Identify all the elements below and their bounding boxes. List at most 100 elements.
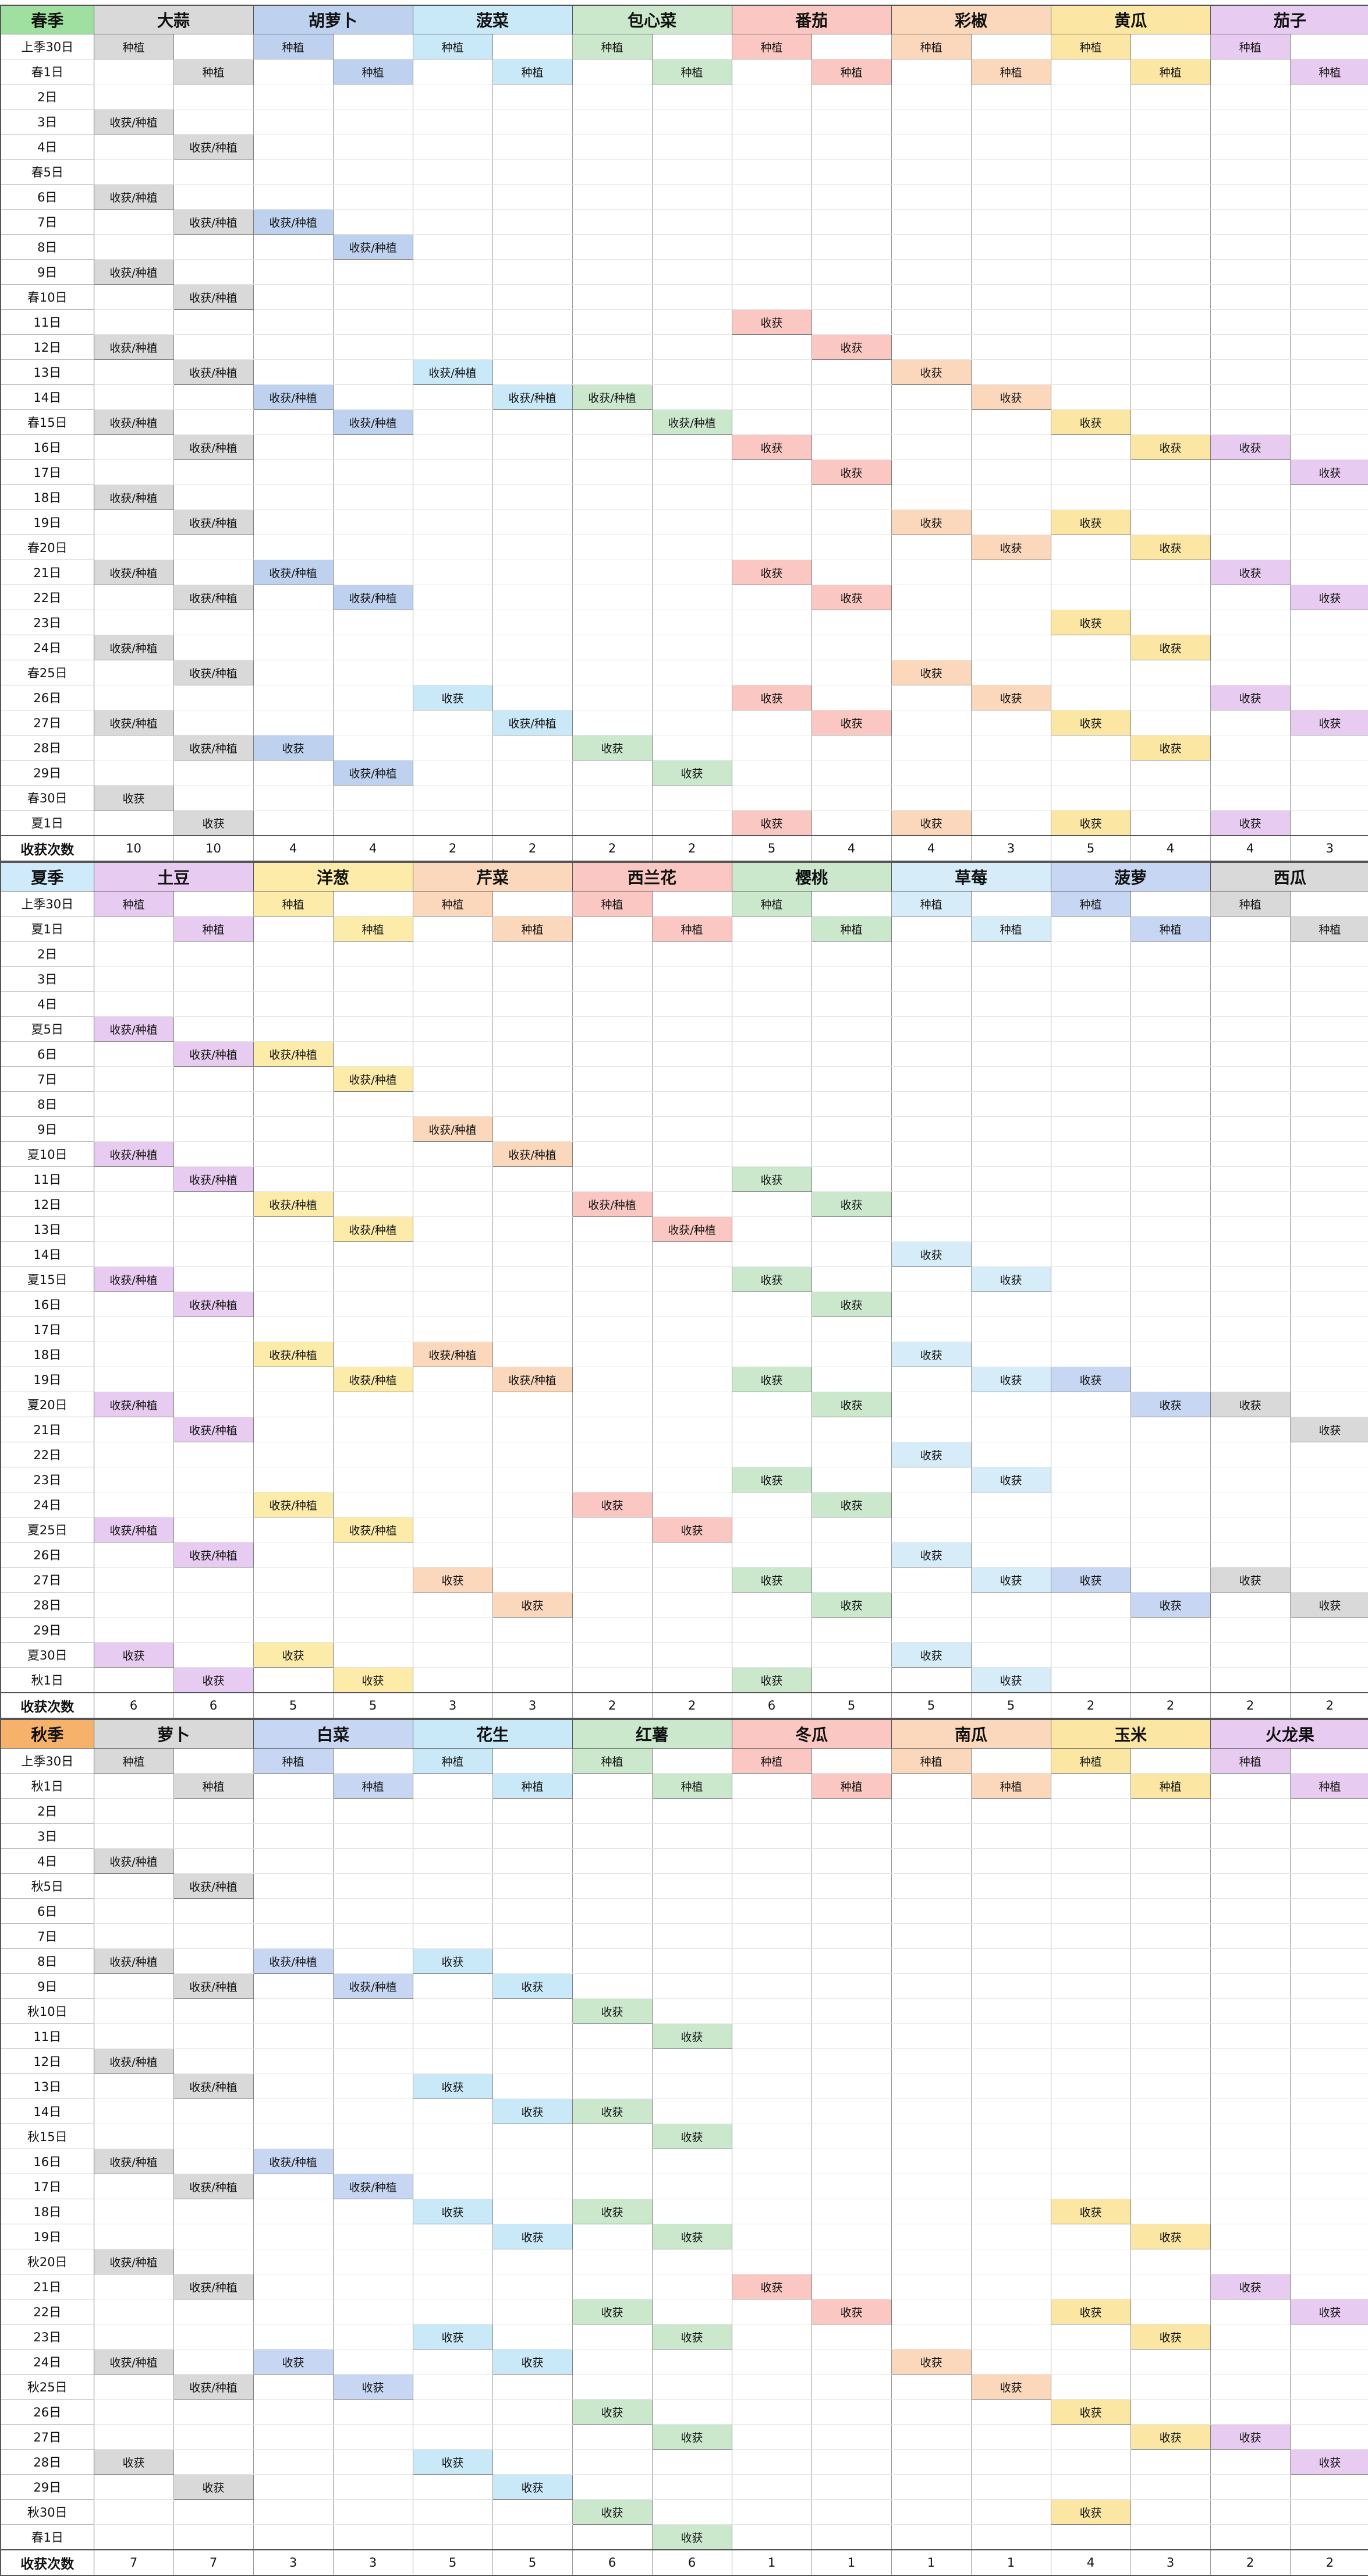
schedule-cell-empty (173, 234, 254, 260)
season-name: 春季 (0, 5, 94, 34)
schedule-cell-empty (1210, 941, 1291, 967)
harvest-count-value: 5 (412, 2549, 493, 2576)
schedule-cell-harvest: 收获 (731, 1367, 812, 1392)
schedule-cell-harvest: 收获 (253, 735, 334, 760)
schedule-cell-empty (492, 1898, 573, 1924)
schedule-cell-empty (93, 1798, 174, 1824)
schedule-cell-harvest: 收获 (1289, 1592, 1368, 1618)
schedule-cell-empty (332, 1617, 413, 1643)
day-label: 16日 (0, 1291, 94, 1317)
schedule-cell-empty (1289, 2199, 1368, 2224)
schedule-cell-empty (1210, 660, 1291, 685)
schedule-cell-plant: 种植 (1210, 891, 1291, 917)
schedule-cell-empty (1130, 1923, 1211, 1949)
schedule-cell-empty (332, 359, 413, 385)
schedule-cell-empty (1050, 359, 1131, 385)
schedule-cell-empty (173, 259, 254, 285)
schedule-cell-empty (731, 1542, 812, 1567)
schedule-cell-empty (970, 1041, 1051, 1067)
schedule-cell-empty (572, 234, 653, 260)
schedule-cell-empty (811, 1116, 892, 1142)
schedule-cell-empty (332, 459, 413, 485)
schedule-cell-empty (1130, 2299, 1211, 2324)
schedule-cell-empty (731, 1998, 812, 2024)
schedule-cell-empty (332, 34, 413, 59)
schedule-cell-empty (492, 484, 573, 510)
schedule-cell-empty (651, 1291, 732, 1317)
schedule-cell-empty (970, 1442, 1051, 1467)
schedule-cell-empty (651, 384, 732, 410)
schedule-cell-empty (412, 2399, 493, 2425)
schedule-cell-harvest: 收获 (1050, 509, 1131, 535)
schedule-cell-empty (1210, 635, 1291, 660)
schedule-cell-empty (1130, 209, 1211, 235)
schedule-cell-empty (492, 1923, 573, 1949)
schedule-cell-empty (970, 1317, 1051, 1342)
schedule-cell-empty (1050, 134, 1131, 160)
schedule-cell-empty (492, 891, 573, 917)
schedule-cell-empty (1289, 1166, 1368, 1192)
schedule-cell-empty (811, 2199, 892, 2224)
schedule-cell-empty (1130, 1041, 1211, 1067)
schedule-cell-empty (253, 484, 334, 510)
schedule-cell-empty (253, 2174, 334, 2199)
schedule-cell-empty (891, 2449, 972, 2475)
schedule-cell-empty (253, 2524, 334, 2550)
schedule-cell-empty (332, 284, 413, 310)
schedule-cell-plant: 种植 (811, 59, 892, 84)
schedule-cell-empty (253, 1998, 334, 2024)
schedule-cell-empty (93, 1617, 174, 1643)
schedule-cell-empty (572, 1542, 653, 1567)
schedule-cell-empty (572, 1873, 653, 1899)
schedule-cell-empty (970, 2524, 1051, 2550)
schedule-cell-empty (173, 1216, 254, 1242)
schedule-cell-harvest-plant: 收获/种植 (173, 1417, 254, 1442)
schedule-cell-empty (572, 1141, 653, 1167)
schedule-cell-empty (253, 1517, 334, 1542)
schedule-cell-empty (253, 1667, 334, 1693)
schedule-cell-empty (492, 535, 573, 560)
schedule-cell-empty (1130, 1948, 1211, 1974)
schedule-cell-empty (1050, 1016, 1131, 1042)
schedule-cell-empty (173, 1317, 254, 1342)
schedule-cell-empty (1050, 2524, 1131, 2550)
schedule-cell-empty (731, 635, 812, 660)
schedule-cell-empty (651, 735, 732, 760)
harvest-count-value: 1 (731, 2549, 812, 2576)
schedule-cell-harvest-plant: 收获/种植 (173, 1542, 254, 1567)
schedule-cell-empty (253, 2424, 334, 2450)
day-label: 7日 (0, 1923, 94, 1949)
crop-header: 玉米 (1050, 1719, 1211, 1749)
schedule-cell-empty (970, 1823, 1051, 1849)
schedule-cell-empty (1289, 660, 1368, 685)
schedule-cell-empty (93, 209, 174, 235)
schedule-cell-empty (332, 660, 413, 685)
schedule-cell-empty (93, 1367, 174, 1392)
schedule-cell-empty (811, 760, 892, 785)
day-label: 17日 (0, 2174, 94, 2199)
schedule-cell-empty (173, 2149, 254, 2174)
schedule-cell-empty (412, 585, 493, 610)
schedule-cell-empty (811, 1667, 892, 1693)
schedule-cell-empty (492, 1517, 573, 1542)
schedule-cell-empty (1210, 1923, 1291, 1949)
schedule-cell-harvest: 收获 (891, 509, 972, 535)
schedule-cell-empty (891, 1417, 972, 1442)
schedule-cell-empty (412, 334, 493, 360)
schedule-cell-empty (1050, 785, 1131, 811)
day-label: 夏15日 (0, 1266, 94, 1292)
schedule-cell-empty (891, 1848, 972, 1874)
schedule-cell-empty (731, 1517, 812, 1542)
schedule-cell-empty (731, 1066, 812, 1092)
schedule-cell-empty (93, 2224, 174, 2249)
schedule-cell-empty (1050, 2048, 1131, 2074)
schedule-cell-plant: 种植 (412, 891, 493, 917)
schedule-cell-empty (731, 916, 812, 942)
schedule-cell-empty (572, 2174, 653, 2199)
schedule-cell-empty (253, 434, 334, 460)
schedule-cell-empty (811, 2048, 892, 2074)
schedule-cell-empty (572, 1567, 653, 1593)
schedule-cell-harvest: 收获 (891, 660, 972, 685)
schedule-cell-empty (1289, 2499, 1368, 2525)
harvest-count-value: 6 (572, 2549, 653, 2576)
